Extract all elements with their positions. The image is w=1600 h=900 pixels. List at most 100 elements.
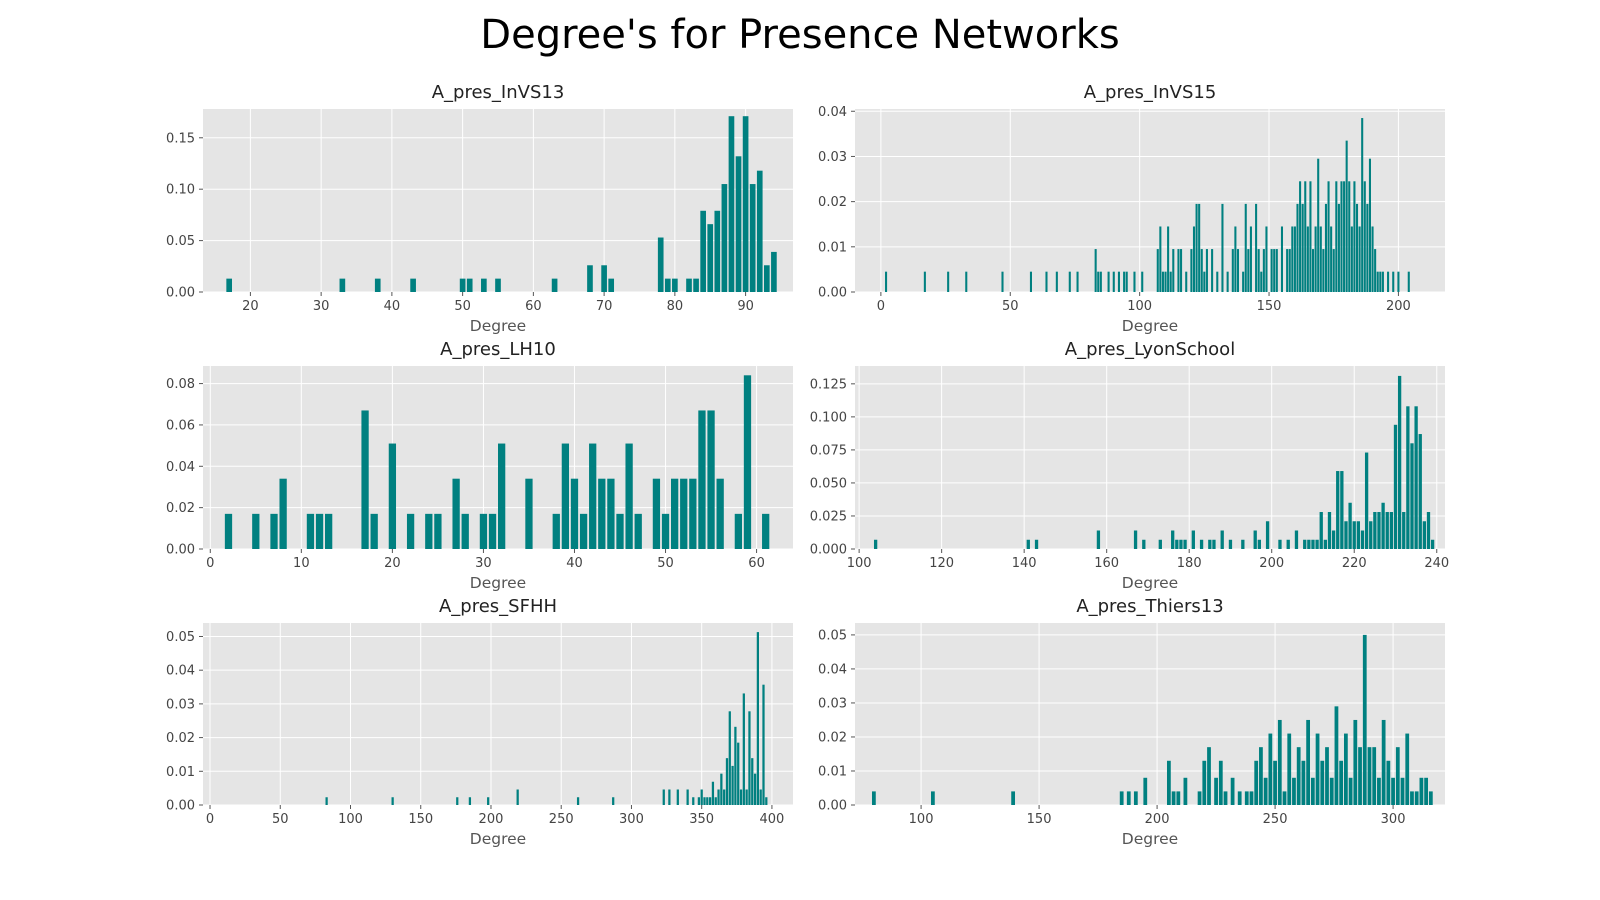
bar	[1247, 249, 1250, 292]
bar	[716, 478, 724, 549]
y-tick-label: 0.04	[166, 460, 195, 475]
bar	[1331, 530, 1336, 549]
subplot-title: A_pres_Thiers13	[1076, 596, 1223, 617]
bar	[1304, 181, 1307, 292]
bar	[1029, 271, 1032, 292]
bar	[1159, 226, 1162, 292]
x-tick-label: 220	[1342, 556, 1367, 571]
bar	[680, 478, 688, 549]
bar	[1332, 249, 1335, 292]
bar	[1325, 747, 1329, 805]
x-tick-label: 200	[1145, 812, 1170, 827]
plot-area	[855, 366, 1445, 549]
bar	[1424, 777, 1429, 805]
bar	[1273, 249, 1276, 292]
bar	[652, 478, 661, 549]
bar	[885, 271, 888, 292]
bar	[1185, 271, 1188, 292]
bar	[1377, 512, 1381, 549]
bar	[700, 210, 706, 292]
bar	[1172, 249, 1175, 292]
subplot-2: 0 50 100 150 200 0.00 0.01 0.02 0.03 0.04 A_pres_I…	[818, 82, 1445, 335]
bar	[224, 513, 233, 549]
bar	[1340, 471, 1344, 549]
bar	[1426, 512, 1431, 549]
bar	[1307, 539, 1311, 549]
bar	[676, 789, 679, 805]
y-tick-label: 0.01	[818, 764, 847, 779]
bar	[1335, 181, 1338, 292]
y-tick-label: 0.03	[166, 697, 195, 712]
bar	[1337, 203, 1340, 292]
bar	[1296, 203, 1299, 292]
y-tick-label: 0.075	[810, 443, 847, 458]
bar	[1011, 791, 1016, 805]
y-tick-label: 0.02	[818, 730, 847, 745]
bar	[717, 789, 720, 805]
bar	[1419, 777, 1424, 805]
bar	[1183, 777, 1188, 805]
bar	[1327, 512, 1332, 549]
bar	[1221, 203, 1224, 292]
bar	[1366, 203, 1369, 292]
bar	[686, 278, 692, 292]
bar	[700, 789, 703, 805]
bar	[1397, 375, 1402, 549]
bar	[1299, 181, 1302, 292]
bar	[1241, 539, 1245, 549]
bar	[1270, 249, 1273, 292]
bar	[1405, 733, 1410, 805]
bar	[1076, 271, 1079, 292]
x-tick-label: 250	[1263, 812, 1288, 827]
bar	[306, 513, 315, 549]
bar	[1371, 226, 1374, 292]
bar	[1414, 791, 1419, 805]
bar	[561, 443, 570, 549]
plot-area	[203, 623, 793, 805]
bar	[370, 513, 378, 549]
bar	[1220, 530, 1224, 549]
bar	[765, 797, 768, 805]
bar	[616, 513, 624, 549]
bar	[1369, 521, 1373, 549]
bar	[725, 758, 729, 805]
subplot-title: A_pres_InVS15	[1084, 82, 1217, 103]
bar	[468, 797, 472, 805]
x-tick-label: 30	[313, 299, 330, 314]
bar	[1214, 777, 1218, 805]
bar	[552, 513, 560, 549]
x-axis-label: Degree	[470, 317, 526, 335]
subplot-title: A_pres_InVS13	[432, 82, 565, 103]
bar	[708, 797, 712, 805]
bar	[1348, 502, 1352, 549]
bar	[425, 513, 433, 549]
figure-title: Degree's for Presence Networks	[480, 12, 1120, 58]
bar	[947, 271, 950, 292]
bar	[1391, 777, 1395, 805]
bar	[1377, 777, 1381, 805]
bar	[707, 224, 714, 292]
bar	[1133, 791, 1138, 805]
bar	[1166, 760, 1171, 805]
bar	[570, 478, 579, 549]
bar	[1292, 777, 1296, 805]
x-tick-label: 250	[549, 812, 574, 827]
bar	[1314, 226, 1317, 292]
bar	[607, 478, 615, 549]
x-tick-label: 350	[689, 812, 714, 827]
bar	[1343, 181, 1346, 292]
y-tick-label: 0.00	[818, 286, 847, 301]
bar	[728, 711, 731, 805]
x-tick-label: 180	[1177, 556, 1202, 571]
x-tick-label: 50	[454, 299, 471, 314]
bar	[325, 797, 328, 805]
bar	[756, 632, 760, 805]
bar	[1228, 539, 1233, 549]
bar	[1282, 791, 1287, 805]
bar	[1141, 271, 1144, 292]
bar	[1288, 249, 1291, 292]
bar	[668, 789, 671, 805]
bar	[1230, 777, 1235, 805]
bar	[1257, 539, 1261, 549]
bar	[1294, 530, 1299, 549]
